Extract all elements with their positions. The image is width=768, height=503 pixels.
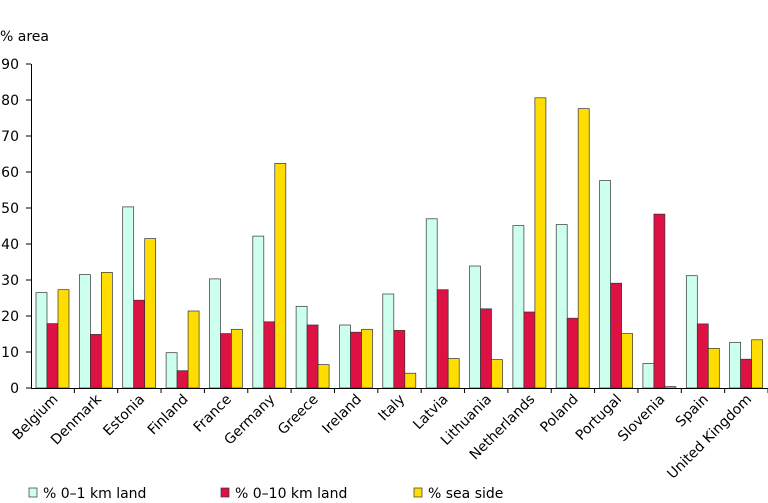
- x-tick-label: Ireland: [319, 392, 365, 438]
- bar-1-italy: [382, 293, 395, 389]
- bar-3-denmark: [101, 272, 113, 389]
- x-tick-label: United Kingdom: [664, 392, 755, 483]
- bar-2-belgium: [46, 323, 59, 389]
- bar-2-germany: [263, 321, 276, 389]
- bar-1-finland: [165, 352, 178, 389]
- y-tick-label: 10: [1, 345, 19, 361]
- bar-3-latvia: [447, 358, 460, 389]
- bar-2-ireland: [350, 331, 362, 389]
- bar-3-greece: [317, 364, 330, 389]
- bar-3-lithuania: [491, 359, 503, 389]
- legend-swatch: [413, 487, 423, 498]
- y-tick-label: 30: [1, 273, 19, 289]
- x-tick-label: Greece: [275, 392, 322, 439]
- y-tick-label: 70: [1, 129, 19, 145]
- legend-label: % sea side: [428, 486, 503, 502]
- bar-1-netherlands: [512, 225, 525, 389]
- x-tick-label: Finland: [145, 392, 192, 439]
- y-tick-label: 40: [1, 237, 19, 253]
- bar-2-latvia: [436, 289, 449, 389]
- bar-3-ireland: [361, 328, 373, 389]
- bar-1-united-kingdom: [729, 341, 741, 389]
- bar-3-slovenia: [664, 386, 677, 389]
- y-tick-label: 20: [1, 309, 19, 325]
- bar-3-france: [231, 328, 243, 389]
- bar-2-lithuania: [480, 308, 492, 389]
- bar-2-france: [220, 333, 232, 389]
- bar-3-belgium: [57, 289, 70, 389]
- y-axis-title: % area: [0, 29, 49, 45]
- bar-2-united-kingdom: [740, 358, 752, 389]
- bar-3-netherlands: [534, 97, 547, 389]
- bar-2-portugal: [610, 282, 622, 389]
- bar-2-spain: [696, 323, 709, 389]
- bar-1-denmark: [79, 274, 91, 389]
- bar-1-latvia: [425, 218, 438, 389]
- bar-2-denmark: [90, 334, 102, 389]
- x-tick-label: Slovenia: [615, 392, 668, 445]
- x-tick-label: Latvia: [410, 392, 451, 433]
- bar-1-portugal: [599, 180, 611, 389]
- bar-2-greece: [306, 324, 319, 389]
- y-tick-label: 90: [1, 57, 19, 73]
- bar-1-estonia: [122, 206, 135, 389]
- x-tick-label: Spain: [673, 392, 712, 431]
- legend-label: % 0–1 km land: [43, 486, 146, 502]
- bar-3-germany: [274, 163, 287, 389]
- bar-2-netherlands: [523, 311, 536, 389]
- legend-swatch: [28, 487, 38, 498]
- bar-1-belgium: [35, 292, 48, 389]
- legend-label: % 0–10 km land: [235, 486, 347, 502]
- bar-3-poland: [577, 108, 590, 389]
- bar-3-united-kingdom: [751, 339, 763, 389]
- y-tick-label: 80: [1, 93, 19, 109]
- bar-3-finland: [187, 310, 200, 389]
- bar-1-slovenia: [642, 363, 655, 389]
- bar-1-germany: [252, 235, 265, 389]
- x-tick-label: Estonia: [100, 392, 148, 440]
- bar-2-slovenia: [653, 213, 666, 389]
- bar-2-estonia: [133, 299, 146, 389]
- bar-2-italy: [393, 330, 406, 389]
- bar-2-finland: [176, 370, 189, 389]
- bar-1-france: [209, 278, 221, 389]
- bar-2-poland: [566, 317, 579, 389]
- bar-1-spain: [685, 275, 698, 389]
- bar-1-lithuania: [469, 265, 481, 389]
- bar-3-portugal: [621, 333, 633, 389]
- y-tick-label: 0: [10, 381, 19, 397]
- bar-3-italy: [404, 372, 417, 389]
- y-axis-ticks: 0 10 20 30 40 50 60 70 80 90: [1, 57, 31, 397]
- bar-1-poland: [555, 224, 568, 389]
- y-tick-label: 50: [1, 201, 19, 217]
- bar-1-greece: [295, 305, 308, 389]
- bar-3-spain: [707, 348, 720, 389]
- legend-swatch: [220, 487, 230, 498]
- bars: [35, 97, 763, 389]
- y-tick-label: 60: [1, 165, 19, 181]
- bar-3-estonia: [144, 238, 157, 389]
- bar-1-ireland: [339, 324, 351, 389]
- x-tick-label: Italy: [376, 392, 409, 425]
- legend: % 0–1 km land % 0–10 km land % sea side: [28, 486, 503, 502]
